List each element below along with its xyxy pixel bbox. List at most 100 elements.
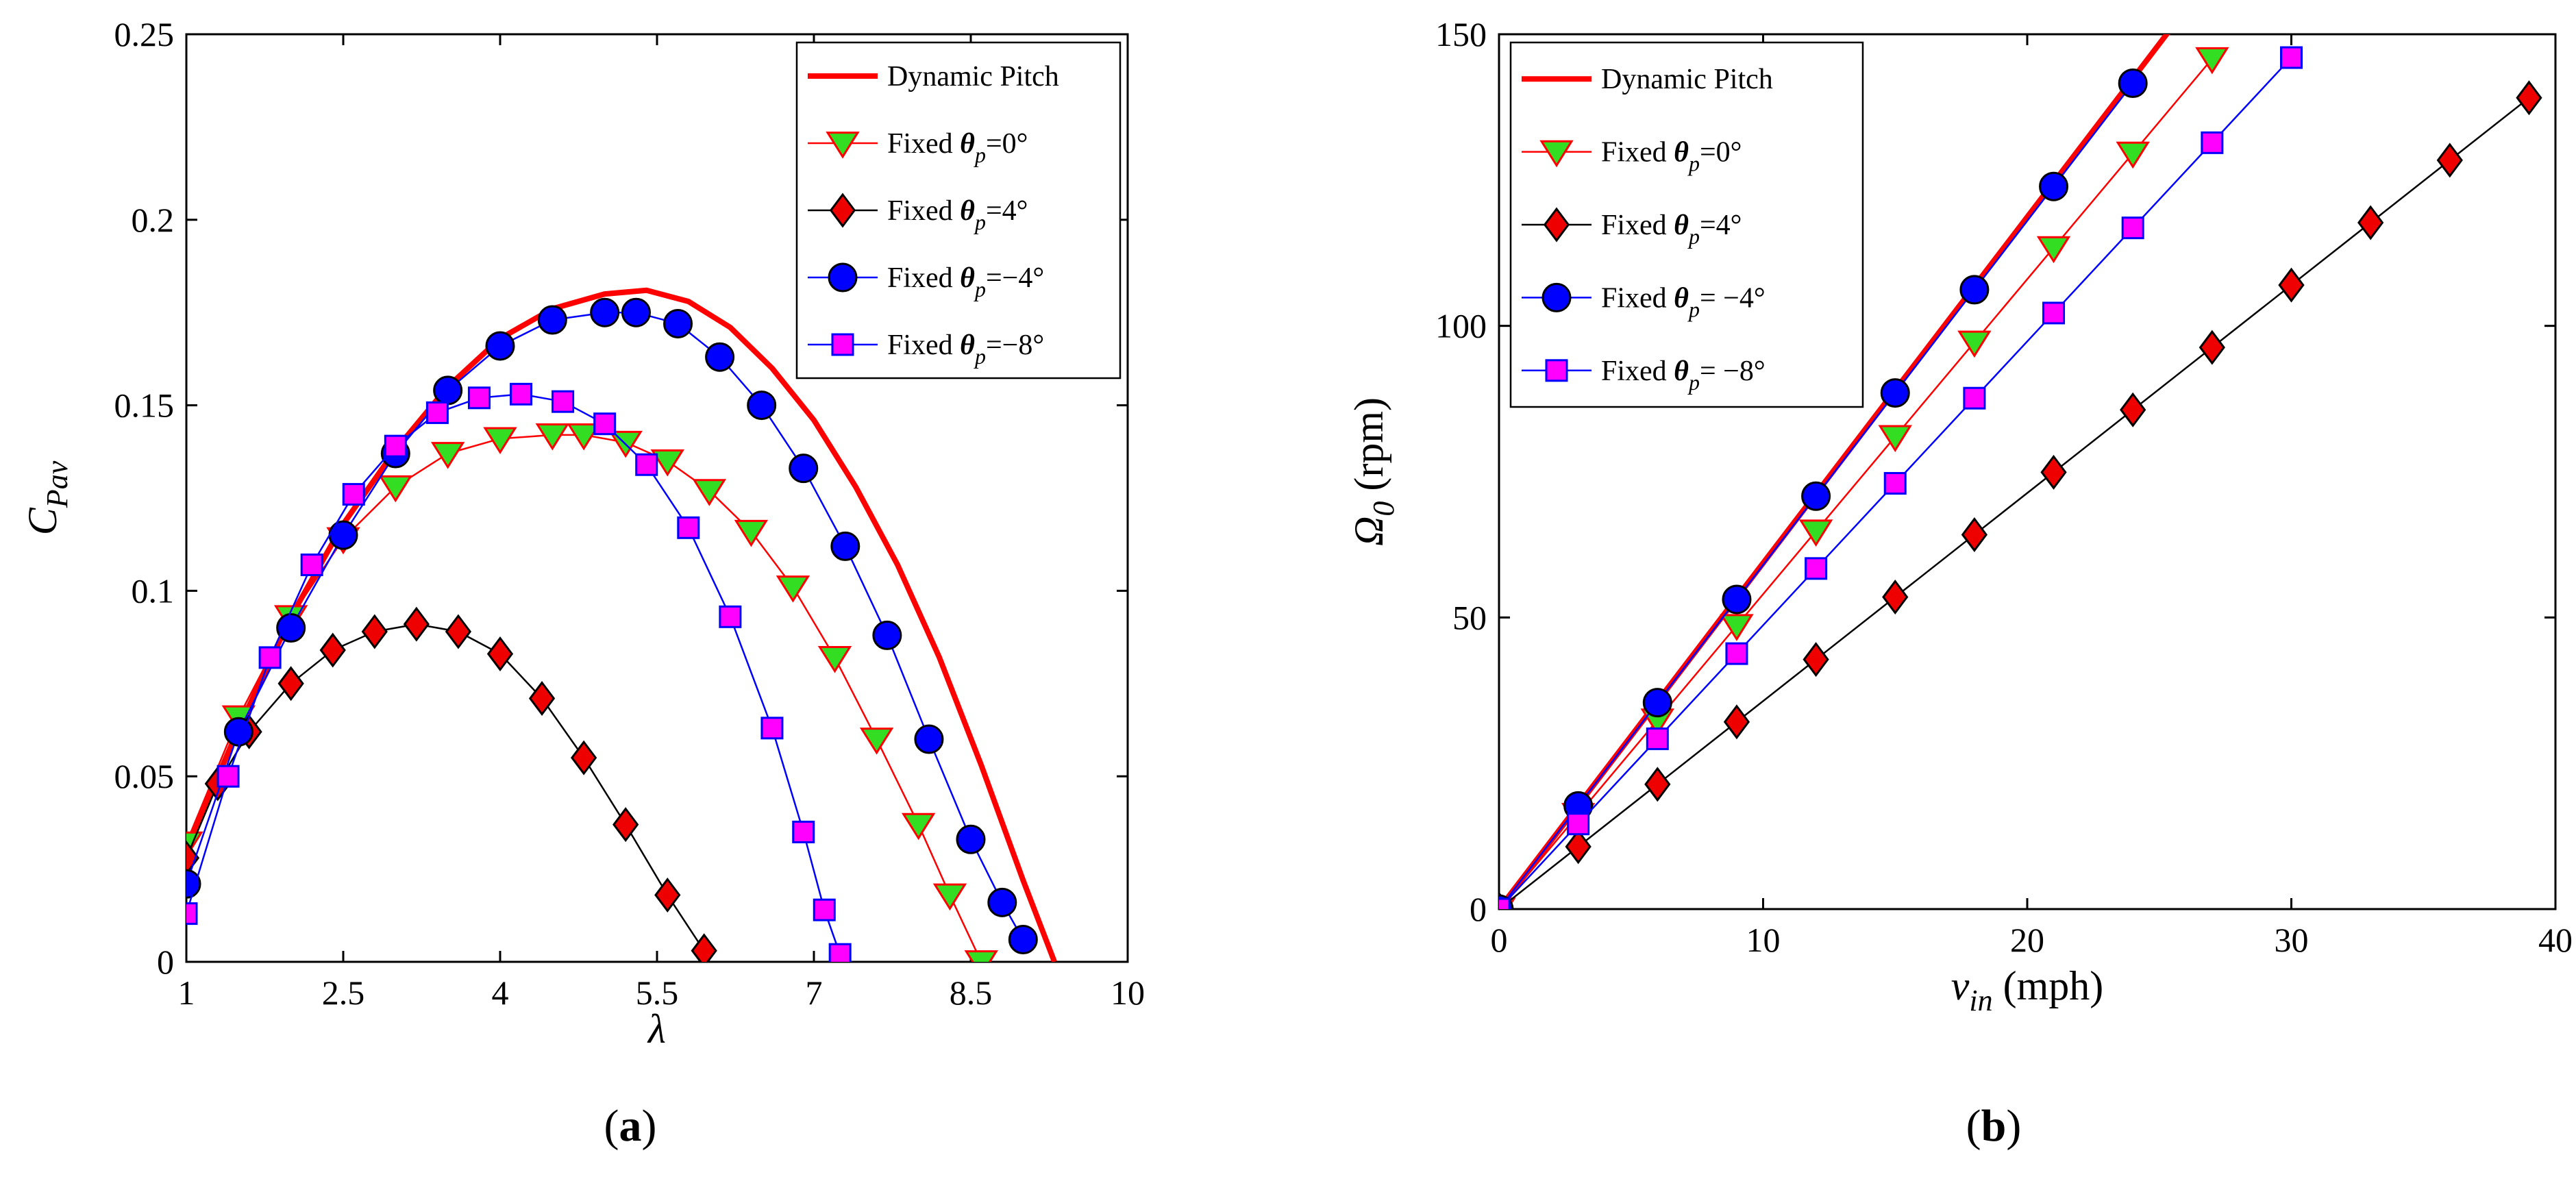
y-tick-label: 100	[1435, 307, 1487, 345]
data-point	[1801, 481, 1831, 511]
y-tick-label: 0.05	[114, 757, 175, 795]
legend-item-dyn: Dynamic Pitch	[1522, 64, 1773, 95]
data-point	[747, 390, 777, 421]
data-point	[1644, 767, 1671, 802]
data-point	[914, 724, 944, 754]
data-point	[2357, 205, 2384, 240]
x-tick-label: 10	[1111, 973, 1145, 1012]
x-tick-label: 1	[178, 973, 195, 1012]
data-point	[813, 898, 836, 921]
data-point	[932, 883, 967, 911]
x-tick-label: 0	[1491, 921, 1508, 959]
x-tick-label: 30	[2275, 921, 2309, 959]
series-line	[1499, 97, 2530, 909]
data-point	[1646, 727, 1669, 750]
data-point	[510, 382, 533, 406]
data-point	[384, 434, 407, 458]
series-m8	[186, 382, 852, 962]
data-point	[361, 614, 388, 649]
series-m4	[186, 297, 1038, 955]
data-point	[956, 824, 986, 854]
data-point	[2121, 216, 2144, 240]
data-point	[1883, 472, 1907, 495]
data-point	[987, 887, 1017, 917]
data-point	[537, 305, 567, 335]
data-point	[1880, 378, 1910, 408]
legend: Dynamic Pitch Fixed θp=0° Fixed θp=4° Fixed…	[1509, 41, 1864, 408]
data-point	[2436, 142, 2463, 178]
data-point	[650, 449, 684, 477]
y-tick-label: 50	[1452, 598, 1487, 636]
legend-marker	[831, 333, 854, 356]
series-p4	[186, 606, 717, 962]
legend-item-m8: Fixed θp= −8°	[1522, 356, 1766, 395]
x-tick-label: 10	[1746, 921, 1781, 959]
x-tick-label: 2.5	[322, 973, 365, 1012]
panel-a: 1 2.5 4 5.5 7 8.5 10 0 0.05 0.1 0.15 0.2 0.25 λ CPav Dy…	[20, 15, 1145, 1151]
data-point	[486, 636, 514, 671]
data-point	[817, 645, 852, 673]
data-point	[1963, 386, 1986, 410]
x-axis-label: vin (mph)	[1951, 963, 2104, 1017]
data-point	[186, 840, 200, 876]
y-tick-label: 0	[1470, 890, 1487, 928]
data-point	[276, 613, 306, 643]
legend-marker	[1539, 140, 1574, 168]
legend-label: Fixed θp=−4°	[887, 262, 1044, 301]
series-dyn	[186, 287, 1057, 962]
data-point	[1805, 557, 1828, 580]
x-tick-label: 4	[492, 973, 509, 1012]
legend-item-dyn: Dynamic Pitch	[808, 61, 1059, 92]
data-point	[2516, 80, 2542, 116]
data-point	[692, 479, 727, 506]
y-axis-label: Ω0 (rpm)	[1346, 397, 1400, 546]
y-tick-label: 0	[157, 943, 174, 981]
data-point	[1499, 897, 1511, 909]
data-point	[430, 442, 465, 469]
data-point	[403, 606, 430, 642]
legend-label: Dynamic Pitch	[887, 61, 1059, 92]
legend-label: Fixed θp=0°	[887, 128, 1028, 167]
data-point	[2120, 392, 2146, 427]
data-point	[830, 531, 860, 561]
data-point	[258, 646, 282, 669]
data-point	[663, 308, 693, 338]
data-point	[1567, 812, 1590, 836]
data-point	[705, 342, 735, 372]
data-point	[2039, 171, 2069, 201]
data-point	[1803, 642, 1829, 678]
legend-label: Fixed θp=0°	[1601, 137, 1742, 176]
data-point	[485, 331, 515, 361]
data-point	[2278, 267, 2305, 303]
legend-marker	[828, 262, 858, 293]
data-point	[734, 519, 769, 547]
data-point	[2280, 46, 2303, 69]
plot-area	[1499, 34, 2542, 909]
x-tick-label: 8.5	[950, 973, 993, 1012]
y-tick-label: 0.2	[132, 201, 175, 239]
legend-item-m8: Fixed θp=−8°	[808, 330, 1044, 369]
legend-label: Fixed θp=4°	[887, 195, 1028, 234]
data-point	[2040, 454, 2067, 490]
data-point	[612, 807, 639, 843]
data-point	[535, 423, 570, 451]
data-point	[567, 423, 601, 451]
legend-marker	[1541, 282, 1572, 312]
data-point	[859, 728, 894, 755]
legend-marker	[1543, 207, 1570, 243]
panel-caption: (b)	[1966, 1101, 2022, 1151]
data-point	[1957, 330, 1992, 358]
series-line	[186, 287, 1057, 962]
data-point	[789, 454, 819, 484]
legend-marker	[826, 132, 860, 159]
data-point	[433, 375, 463, 406]
panel-caption: (a)	[604, 1101, 657, 1151]
legend-label: Fixed θp=4°	[1601, 210, 1742, 249]
data-point	[342, 483, 365, 506]
panel-b: 0 10 20 30 40 0 50 100 150 vin (mph) Ω0 (rpm) Dynam…	[1346, 15, 2573, 1151]
data-point	[2118, 69, 2148, 99]
legend-label: Fixed θp=−8°	[887, 330, 1044, 369]
data-point	[792, 820, 815, 843]
data-point	[1878, 425, 1912, 453]
data-point	[2036, 236, 2071, 264]
